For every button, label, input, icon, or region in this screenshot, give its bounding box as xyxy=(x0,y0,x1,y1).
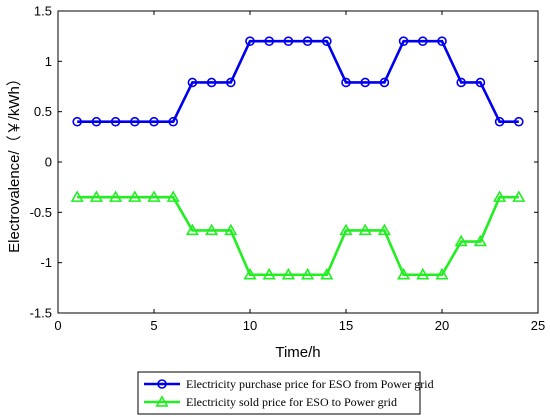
data-point xyxy=(512,190,526,202)
legend-label: Electricity purchase price for ESO from … xyxy=(186,377,434,391)
legend-box xyxy=(137,371,421,415)
data-point xyxy=(416,267,430,280)
y-tick-label: 1 xyxy=(45,54,52,69)
data-point xyxy=(417,36,428,47)
data-point xyxy=(130,116,140,127)
data-point xyxy=(168,116,178,127)
data-point xyxy=(475,77,486,88)
data-point xyxy=(155,395,169,407)
y-tick-label: -0.5 xyxy=(30,205,52,220)
data-point xyxy=(147,190,161,202)
data-point xyxy=(243,267,257,280)
data-point xyxy=(321,36,332,47)
legend-label: Electricity sold price for ESO to Power … xyxy=(186,395,397,409)
legend-item: Electricity sold price for ESO to Power … xyxy=(144,395,397,409)
data-point xyxy=(301,267,315,280)
data-point xyxy=(397,267,411,280)
data-point xyxy=(360,77,371,88)
data-point xyxy=(262,267,276,280)
data-point xyxy=(513,116,524,127)
x-tick-label: 0 xyxy=(54,318,61,333)
data-point xyxy=(379,77,390,88)
data-point xyxy=(473,234,487,247)
x-tick-label: 5 xyxy=(150,318,157,333)
series-1 xyxy=(72,36,524,127)
data-point xyxy=(281,267,295,280)
y-tick-label: 0.5 xyxy=(34,104,52,119)
data-point xyxy=(91,116,102,127)
data-point xyxy=(339,223,353,236)
y-tick-label: 1.5 xyxy=(34,4,52,19)
y-tick-label: -1.5 xyxy=(30,306,52,321)
x-tick-label: 15 xyxy=(339,318,353,333)
x-tick-label: 20 xyxy=(435,318,449,333)
data-point xyxy=(110,116,121,127)
data-point xyxy=(264,36,275,47)
data-point xyxy=(341,77,351,88)
data-point xyxy=(206,77,217,88)
data-point xyxy=(149,116,159,127)
data-point xyxy=(358,223,372,236)
data-point xyxy=(398,36,409,47)
data-point xyxy=(72,116,82,127)
data-point xyxy=(109,190,123,202)
data-point xyxy=(89,190,103,202)
data-point xyxy=(493,190,507,202)
data-point xyxy=(187,77,198,88)
y-axis-title: Electrovalence/（￥/kWh） xyxy=(6,71,23,253)
legend-item: Electricity purchase price for ESO from … xyxy=(144,377,434,391)
data-point xyxy=(437,36,447,47)
data-point xyxy=(454,234,468,247)
data-point xyxy=(494,116,505,127)
x-axis-title: Time/h xyxy=(275,344,320,361)
y-tick-label: 0 xyxy=(45,155,52,170)
data-point xyxy=(70,190,84,202)
data-point xyxy=(185,223,199,236)
x-tick-label: 25 xyxy=(531,318,545,333)
legend: Electricity purchase price for ESO from … xyxy=(137,371,434,415)
data-point xyxy=(205,223,219,236)
data-point xyxy=(166,190,180,202)
data-point xyxy=(283,36,294,47)
data-point xyxy=(245,36,255,47)
data-point xyxy=(435,267,449,280)
data-point xyxy=(377,223,391,236)
data-point xyxy=(302,36,313,47)
series-2 xyxy=(70,190,526,280)
series-line xyxy=(77,39,519,124)
data-point xyxy=(320,267,334,280)
data-point xyxy=(456,77,467,88)
series-line xyxy=(77,195,519,277)
data-point xyxy=(226,77,236,88)
x-tick-label: 10 xyxy=(243,318,257,333)
y-tick-label: -1 xyxy=(40,255,52,270)
data-point xyxy=(224,223,238,236)
data-point xyxy=(157,379,167,389)
plot-frame xyxy=(57,10,539,314)
data-point xyxy=(128,190,142,202)
